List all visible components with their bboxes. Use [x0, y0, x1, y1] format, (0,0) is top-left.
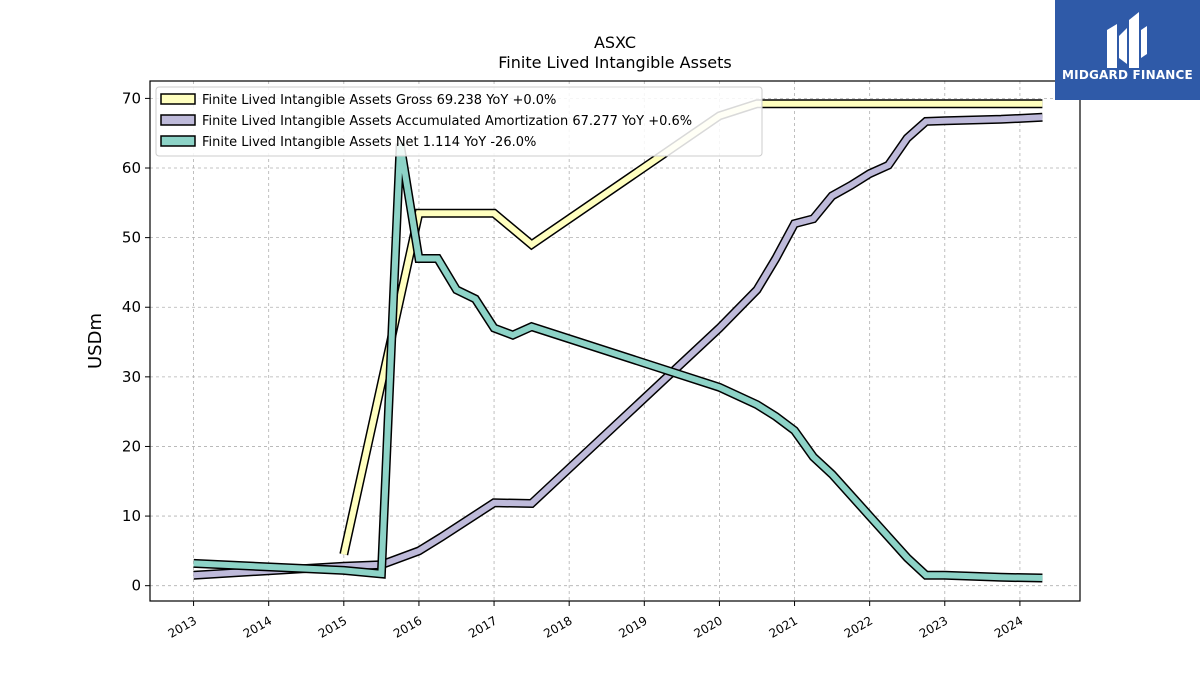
- chart-subtitle: Finite Lived Intangible Assets: [498, 53, 732, 72]
- y-tick-label: 30: [122, 368, 141, 386]
- plot-frame: [149, 80, 1081, 602]
- x-tick-label: 2022: [842, 613, 875, 640]
- series-line-group: [193, 142, 1043, 583]
- brand-logo: MIDGARD FINANCE: [1055, 0, 1200, 100]
- legend-swatch: [160, 93, 196, 105]
- x-tick-label: 2018: [541, 613, 574, 640]
- x-tick-label: 2019: [616, 613, 649, 640]
- y-tick-label: 50: [122, 229, 141, 247]
- series-line-group: [193, 112, 1043, 580]
- series-line: [193, 143, 1043, 581]
- legend-entry: Finite Lived Intangible Assets Net 1.114…: [202, 135, 536, 150]
- legend-entry: Finite Lived Intangible Assets Gross 69.…: [202, 93, 556, 108]
- x-tick-label: 2014: [241, 613, 274, 640]
- legend: Finite Lived Intangible Assets Gross 69.…: [155, 86, 763, 157]
- y-tick-label: 70: [122, 89, 141, 107]
- x-tick-label: 2021: [767, 613, 800, 640]
- y-tick-label: 20: [122, 437, 141, 455]
- x-tick-label: 2016: [391, 613, 424, 640]
- x-tick-label: 2017: [466, 613, 499, 640]
- legend-entry: Finite Lived Intangible Assets Accumulat…: [202, 114, 692, 129]
- legend-box: [155, 86, 763, 157]
- x-tick-label: 2024: [992, 613, 1025, 640]
- y-tick-label: 0: [131, 577, 141, 595]
- x-tick-label: 2020: [691, 613, 724, 640]
- x-tick-label: 2023: [917, 613, 950, 640]
- brand-logo-text: MIDGARD FINANCE: [1062, 68, 1193, 82]
- chart-title: ASXC: [593, 33, 637, 52]
- y-axis-label: USDm: [85, 313, 106, 369]
- legend-swatch: [160, 114, 196, 126]
- x-tick-label: 2015: [316, 613, 349, 640]
- y-tick-label: 10: [122, 507, 141, 525]
- legend-swatch: [160, 135, 196, 147]
- y-tick-label: 60: [122, 159, 141, 177]
- plot-area: [150, 81, 1080, 601]
- brand-logo-icon: [1107, 12, 1147, 68]
- x-tick-label: 2013: [166, 613, 199, 640]
- series-line: [193, 114, 1043, 579]
- y-tick-label: 40: [122, 298, 141, 316]
